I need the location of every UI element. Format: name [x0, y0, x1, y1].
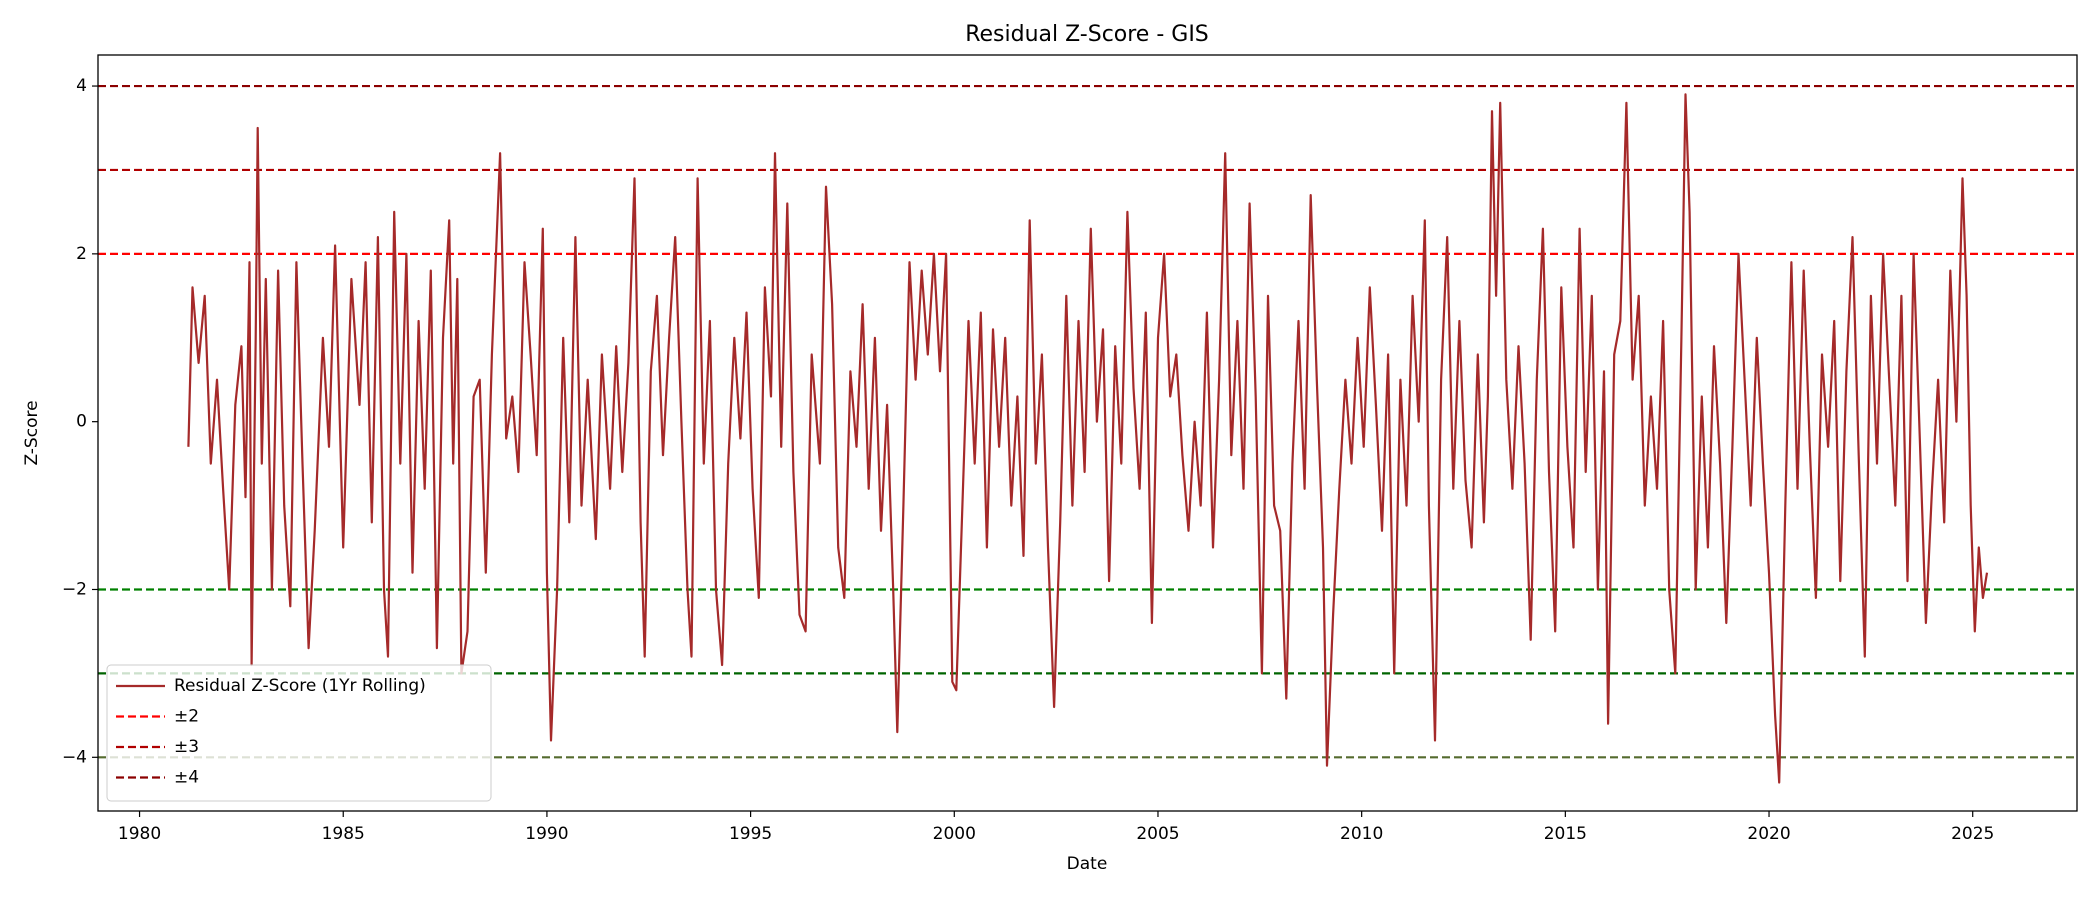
x-tick-label: 1990: [525, 824, 568, 844]
plot-frame: [97, 54, 2078, 812]
x-tick-label: 1995: [729, 824, 772, 844]
legend-label: ±3: [174, 737, 199, 757]
y-axis-label: Z-Score: [22, 400, 42, 465]
legend-box: [106, 664, 492, 802]
x-tick-label: 2020: [1747, 824, 1790, 844]
y-tick-label: −2: [62, 579, 87, 599]
y-tick-label: 2: [76, 244, 87, 264]
chart-title: Residual Z-Score - GIS: [965, 22, 1209, 47]
x-tick-label: 1980: [118, 824, 161, 844]
x-tick-label: 2010: [1340, 824, 1383, 844]
x-tick-label: 2015: [1544, 824, 1587, 844]
x-tick-label: 2005: [1136, 824, 1179, 844]
x-axis-label: Date: [1067, 854, 1108, 874]
legend-label: Residual Z-Score (1Yr Rolling): [174, 676, 426, 696]
y-tick-label: −4: [62, 747, 87, 767]
x-tick-label: 2000: [933, 824, 976, 844]
data-line: [187, 93, 1989, 784]
legend-label: ±2: [174, 707, 199, 727]
y-tick-label: 0: [76, 412, 87, 432]
y-tick-label: 4: [76, 76, 87, 96]
x-tick-label: 2025: [1951, 824, 1994, 844]
legend-label: ±4: [174, 768, 199, 788]
x-tick-label: 1985: [322, 824, 365, 844]
